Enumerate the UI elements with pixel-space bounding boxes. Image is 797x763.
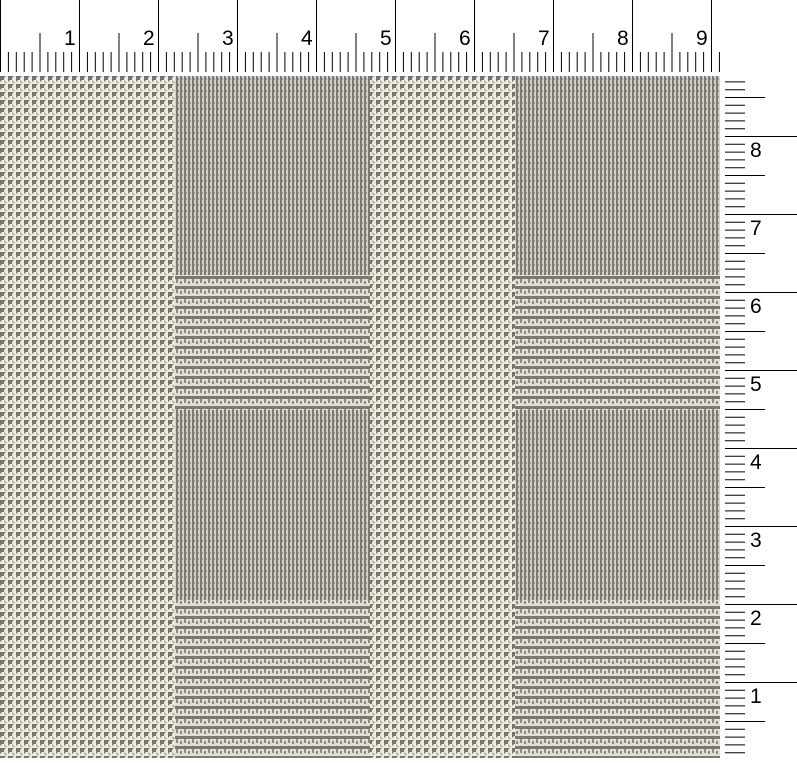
plaid-block xyxy=(370,600,515,758)
plaid-block xyxy=(370,275,515,410)
fabric-swatch-image xyxy=(0,76,720,758)
right-ruler-label: 6 xyxy=(750,295,762,318)
top-ruler: 1 2 3 4 5 6 7 8 9 xyxy=(0,0,797,76)
plaid-block xyxy=(0,410,175,600)
plaid-block xyxy=(175,275,370,410)
top-ruler-label: 9 xyxy=(696,27,708,50)
right-ruler-label: 2 xyxy=(750,607,762,630)
plaid-block xyxy=(0,275,175,410)
top-ruler-ticks xyxy=(0,0,720,73)
top-ruler-label: 2 xyxy=(143,27,155,50)
plaid-block xyxy=(515,410,720,600)
top-ruler-label: 5 xyxy=(380,27,392,50)
top-ruler-label: 8 xyxy=(617,27,629,50)
right-ruler-label: 5 xyxy=(750,373,762,396)
right-ruler-label: 1 xyxy=(750,685,762,708)
right-ruler-label: 4 xyxy=(750,451,762,474)
plaid-block xyxy=(370,410,515,600)
plaid-block xyxy=(515,600,720,758)
right-ruler-label: 8 xyxy=(750,139,762,162)
top-ruler-label: 1 xyxy=(64,27,76,50)
plaid-block xyxy=(175,76,370,275)
right-ruler-ticks xyxy=(725,81,797,761)
right-ruler: 8 7 6 5 4 3 2 1 xyxy=(720,76,797,761)
right-ruler-label: 3 xyxy=(750,529,762,552)
top-ruler-label: 4 xyxy=(301,27,313,50)
plaid-block xyxy=(370,76,515,275)
plaid-block xyxy=(175,600,370,758)
plaid-block xyxy=(515,76,720,275)
top-ruler-label: 3 xyxy=(222,27,234,50)
plaid-block xyxy=(515,275,720,410)
top-ruler-label: 7 xyxy=(538,27,550,50)
plaid-block xyxy=(0,600,175,758)
right-ruler-label: 7 xyxy=(750,217,762,240)
plaid-block xyxy=(0,76,175,275)
top-ruler-label: 6 xyxy=(459,27,471,50)
plaid-block xyxy=(175,410,370,600)
